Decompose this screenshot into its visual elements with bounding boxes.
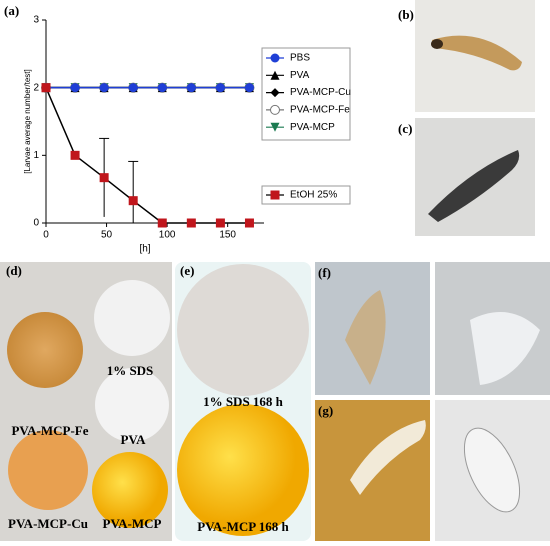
marker: [70, 150, 80, 160]
legend-label: PVA-MCP-Fe: [290, 105, 350, 116]
marker: [270, 104, 280, 115]
photo-b: [415, 0, 535, 112]
y-axis-label: [Larvae average number/test]: [23, 69, 32, 174]
dish: [7, 312, 83, 388]
marker: [70, 83, 80, 93]
legend-label: PBS: [290, 53, 310, 64]
marker: [270, 70, 280, 80]
dish: [92, 452, 168, 528]
panel-label: (f): [318, 265, 331, 280]
panel-label: (e): [180, 263, 194, 278]
x-tick-label: 50: [101, 230, 113, 241]
marker: [270, 122, 280, 132]
marker: [41, 83, 51, 93]
marker: [157, 83, 167, 93]
y-tick-label: 2: [33, 82, 39, 93]
film: [470, 312, 540, 385]
x-axis-label: [h]: [139, 244, 150, 255]
y-tick-label: 1: [33, 150, 39, 161]
marker: [215, 218, 225, 228]
marker: [99, 83, 109, 93]
legend-label: PVA-MCP: [290, 122, 335, 133]
marker: [270, 53, 280, 63]
dead-larva: [428, 150, 520, 222]
dish: [8, 430, 88, 510]
larva: [432, 35, 522, 71]
series-line: [45, 87, 250, 224]
marker: [128, 196, 138, 206]
marker: [215, 83, 225, 93]
pupa: [345, 290, 386, 385]
caption: PVA-MCP-Fe: [11, 423, 88, 438]
legend-label: PVA: [290, 70, 310, 81]
x-tick-label: 150: [219, 230, 236, 241]
panel-label: (d): [6, 263, 22, 278]
error-bar: [128, 160, 139, 223]
panel-label: (a): [4, 3, 19, 18]
marker: [244, 83, 254, 93]
marker: [270, 190, 280, 200]
y-tick-label: 3: [33, 15, 39, 26]
caption: PVA-MCP: [103, 516, 162, 531]
x-tick-label: 0: [43, 230, 49, 241]
caption: PVA-MCP-Cu: [8, 516, 88, 531]
pupa: [463, 427, 521, 513]
legend-label: PVA-MCP-Cu: [290, 87, 351, 98]
dish: [95, 368, 169, 442]
panel-label: (b): [398, 7, 414, 22]
marker: [244, 218, 254, 228]
dish: [177, 404, 309, 536]
marker: [99, 173, 109, 183]
panel-label: (g): [318, 403, 333, 418]
panel-label: (c): [398, 121, 412, 136]
dish: [94, 280, 170, 356]
marker: [157, 218, 167, 228]
marker: [128, 83, 138, 93]
dish: [177, 264, 309, 396]
caption: PVA-MCP 168 h: [197, 519, 289, 534]
x-tick-label: 100: [159, 230, 176, 241]
legend-label: EtOH 25%: [290, 190, 337, 201]
marker: [186, 218, 196, 228]
caption: PVA: [120, 432, 146, 447]
marker: [270, 88, 280, 98]
larva-head: [431, 39, 443, 49]
larva: [350, 420, 426, 495]
caption: 1% SDS 168 h: [203, 394, 284, 409]
chart: 0 1 2 3 0 50 100 150 [h] [Larvae average number/t…: [23, 15, 351, 255]
y-tick-label: 0: [33, 218, 39, 229]
marker: [186, 83, 196, 93]
legend-box: [261, 185, 351, 205]
caption: 1% SDS: [107, 363, 154, 378]
